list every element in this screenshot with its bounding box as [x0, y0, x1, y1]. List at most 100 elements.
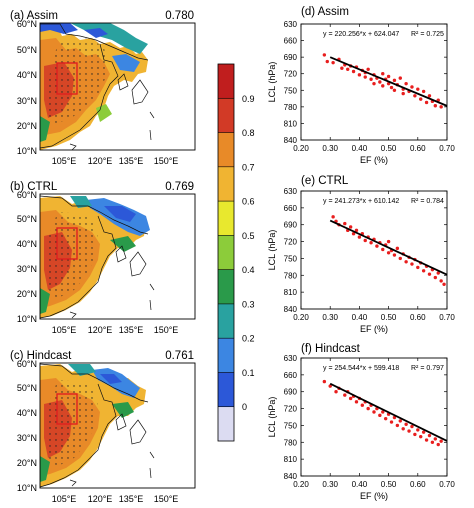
map-panel-a-score: 0.780: [165, 10, 194, 22]
colorbar-segment: [218, 269, 234, 304]
scatter-ytick-label: 630: [284, 187, 298, 196]
scatter-point: [363, 238, 367, 243]
scatter-point: [378, 80, 382, 84]
scatter-point: [366, 67, 370, 71]
scatter-point: [421, 430, 426, 434]
map-panel-c-xtick: 120°E: [88, 494, 113, 504]
scatter-ylabel: LCL (hPa): [267, 230, 277, 271]
scatter-xtick-label: 0.60: [410, 144, 426, 153]
scatter-title: (e) CTRL: [301, 175, 349, 187]
map-panel-a: (a) Assim 0.780 10°N 20°N 30°N 40°N 50°N…: [10, 10, 196, 166]
map-panel-b-title: (b) CTRL: [10, 181, 58, 193]
scatter-ytick-label: 750: [284, 421, 298, 430]
scatter-point: [442, 282, 446, 286]
scatter-xtick-label: 0.70: [439, 480, 455, 489]
map-panel-b-study-box: [56, 227, 78, 260]
regression-equation: y = 241.273*x + 610.142: [323, 198, 399, 205]
scatter-point: [404, 422, 408, 427]
scatter-ytick-label: 660: [284, 371, 298, 380]
scatter-point: [410, 424, 414, 429]
map-panel-b-score: 0.769: [165, 181, 194, 193]
map-panel-c-score: 0.761: [165, 350, 194, 362]
scatter-point: [343, 221, 347, 226]
regression-line: [329, 219, 448, 276]
scatter-point: [381, 84, 385, 88]
map-panel-a-xtick: 120°E: [88, 156, 113, 166]
scatter-point: [348, 225, 353, 229]
scatter-xtick-label: 0.50: [381, 144, 397, 153]
scatter-point: [331, 60, 335, 65]
map-panel-b-ytick: 20°N: [17, 289, 37, 299]
scatter-point: [334, 390, 338, 394]
regression-equation: y = 220.256*x + 624.047: [323, 31, 399, 38]
scatter-point: [436, 442, 440, 447]
scatter-xlabel: EF (%): [360, 324, 388, 334]
scatter-ytick-label: 690: [284, 53, 298, 62]
scatter-point: [419, 97, 423, 101]
scatter-point: [340, 66, 344, 70]
scatter-point: [354, 228, 359, 233]
scatter-ytick-label: 810: [284, 288, 298, 297]
scatter-xtick-label: 0.20: [293, 480, 309, 489]
scatter-ytick-label: 810: [284, 455, 298, 464]
map-panel-b-xtick: 120°E: [88, 325, 113, 335]
scatter-point: [389, 85, 394, 90]
map-panel-c-ytick: 40°N: [17, 408, 37, 418]
map-panel-a-xtick: 135°E: [119, 156, 144, 166]
scatter-point: [372, 410, 376, 414]
scatter-point: [389, 420, 394, 424]
scatter-point: [357, 235, 362, 239]
colorbar-label: 0: [242, 402, 247, 412]
colorbar-label: 0.6: [242, 197, 255, 207]
scatter-point: [404, 81, 408, 86]
colorbar-label: 0.1: [242, 368, 255, 378]
scatter-point: [372, 81, 376, 86]
map-panel-a-title: (a) Assim: [10, 10, 58, 22]
colorbar-label: 0.3: [242, 299, 255, 309]
scatter-xtick-label: 0.60: [410, 313, 426, 322]
map-panel-b-field: [39, 193, 196, 320]
scatter-ytick-label: 690: [284, 221, 298, 230]
scatter-title: (d) Assim: [301, 6, 349, 18]
scatter-ytick-label: 780: [284, 271, 298, 280]
scatter-point: [328, 384, 332, 388]
scatter-point: [322, 53, 327, 57]
map-panel-c-xtick: 150°E: [154, 494, 179, 504]
scatter-point: [407, 429, 411, 433]
scatter-title: (f) Hindcast: [301, 343, 361, 355]
map-panel-c-xtick: 105°E: [52, 494, 77, 504]
scatter-ylabel: LCL (hPa): [267, 397, 277, 438]
scatter-point: [427, 272, 432, 276]
scatter-ytick-label: 840: [284, 305, 298, 314]
scatter-point: [381, 72, 385, 76]
scatter-point: [398, 256, 402, 261]
colorbar-segment: [218, 406, 234, 441]
colorbar-segment: [218, 338, 234, 373]
map-panel-c-ytick: 10°N: [17, 483, 37, 493]
scatter-xtick-label: 0.50: [381, 313, 397, 322]
map-panel-c-study-box: [56, 393, 78, 425]
scatter-ytick-label: 720: [284, 405, 298, 414]
scatter-xtick-label: 0.30: [322, 313, 338, 322]
scatter-point: [331, 215, 335, 219]
scatter-xtick-label: 0.30: [322, 144, 338, 153]
scatter-point: [410, 262, 414, 266]
scatter-xtick-label: 0.50: [381, 480, 397, 489]
scatter-point: [392, 78, 397, 83]
scatter-point: [421, 89, 426, 94]
map-panel-c-ytick: 60°N: [17, 359, 37, 369]
colorbar: 0 0.1 0.2 0.3 0.4 0.5 0.6 0.7 0.8 0.9: [217, 63, 255, 442]
scatter-point: [424, 100, 429, 105]
map-panel-c-ytick: 50°N: [17, 383, 37, 393]
scatter-point: [357, 73, 362, 77]
colorbar-frame: [217, 63, 235, 442]
map-panel-c: (c) Hindcast 0.761 10°N 20°N 30°N 40°N 5…: [10, 350, 196, 504]
scatter-point: [386, 239, 391, 244]
scatter-ytick-label: 720: [284, 70, 298, 79]
scatter-xtick-label: 0.30: [322, 480, 338, 489]
scatter-point: [421, 269, 426, 273]
colorbar-segment: [218, 132, 234, 167]
regression-equation: y = 254.544*x + 599.418: [323, 365, 399, 372]
